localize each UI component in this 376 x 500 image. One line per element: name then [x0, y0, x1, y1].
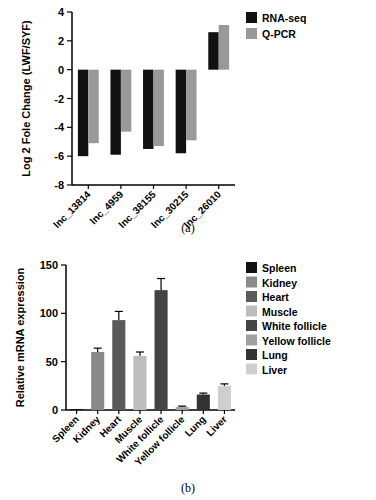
error-stem — [160, 279, 161, 291]
y-tick-label: 0 — [52, 404, 58, 416]
x-tick — [118, 410, 119, 414]
error-cap — [220, 383, 228, 384]
x-tick-label: Liver — [204, 414, 229, 439]
legend-label: Yellow follicle — [262, 335, 331, 347]
x-tick — [88, 185, 89, 189]
legend: Spleen Kidney Heart Muscle White follicle Yel… — [246, 262, 331, 376]
legend-label: Muscle — [262, 306, 298, 318]
bar — [154, 70, 164, 146]
bar — [70, 409, 83, 410]
legend: RNA-seq Q-PCR — [246, 12, 306, 40]
legend-label: White follicle — [262, 320, 327, 332]
legend-swatch — [246, 335, 257, 346]
x-tick — [186, 185, 187, 189]
y-axis-label: Relative mRNA expression — [14, 267, 26, 407]
chart-panel: 0 50 100 150 Relative mRNA expression Spleen K… — [14, 259, 331, 495]
bar — [219, 25, 229, 70]
error-stem — [118, 311, 119, 320]
error-bar — [157, 279, 165, 291]
y-tick-label: 4 — [58, 6, 65, 18]
panel-title: (b) — [181, 481, 195, 495]
bar — [88, 70, 98, 144]
x-tick-label: lnc_13814 — [51, 188, 93, 230]
y-tick-label: -4 — [54, 121, 65, 133]
error-cap — [115, 311, 123, 312]
legend-swatch — [246, 277, 257, 288]
bars — [78, 25, 229, 156]
bars — [70, 279, 231, 410]
bar — [186, 70, 196, 141]
x-tick-label: Kidney — [71, 413, 103, 445]
x-tick — [182, 410, 183, 414]
y-tick-label: 2 — [58, 35, 64, 47]
bar — [208, 32, 218, 69]
error-bar — [136, 352, 144, 356]
legend-swatch — [246, 306, 257, 317]
error-bar — [178, 406, 186, 408]
x-tick — [139, 410, 140, 414]
error-bar — [94, 348, 102, 352]
bar — [176, 70, 186, 154]
legend-swatch — [246, 364, 257, 375]
legend-swatch — [246, 28, 257, 39]
figure: -8 -6 -4 -2 0 2 4 Log 2 Fole Change (LWF/SYF) ln… — [0, 0, 376, 500]
error-cap — [157, 278, 165, 279]
y-axis — [71, 12, 73, 185]
error-cap — [199, 392, 207, 393]
x-tick — [97, 410, 98, 414]
legend-label: Liver — [262, 364, 287, 376]
x-tick — [224, 410, 225, 414]
x-tick — [153, 185, 154, 189]
y-tick-label: 100 — [40, 307, 58, 319]
legend-swatch — [246, 262, 257, 273]
y-tick-label: -8 — [54, 179, 64, 191]
bar — [155, 290, 168, 410]
x-tick — [203, 410, 204, 414]
x-tick-label: Lung — [183, 414, 208, 439]
y-axis-label: Log 2 Fole Change (LWF/SYF) — [20, 20, 32, 177]
bar — [133, 356, 146, 410]
x-tick-label: Yellow follicle — [132, 413, 186, 467]
y-tick-label: 0 — [58, 64, 64, 76]
legend-label: Kidney — [262, 277, 297, 289]
error-cap — [178, 406, 186, 407]
bar — [218, 386, 231, 410]
error-cap — [94, 348, 102, 349]
error-bar — [199, 393, 207, 394]
bar — [121, 70, 131, 132]
legend-swatch — [246, 349, 257, 360]
bar — [112, 320, 125, 410]
legend-label: Lung — [262, 349, 288, 361]
x-tick — [160, 410, 161, 414]
figure-root: -8 -6 -4 -2 0 2 4 Log 2 Fole Change (LWF/SYF) ln… — [0, 0, 376, 500]
bar — [143, 70, 153, 149]
y-tick-label: -6 — [54, 150, 64, 162]
legend-swatch — [246, 291, 257, 302]
bar — [197, 395, 210, 410]
y-tick-label: 50 — [46, 356, 58, 368]
legend-swatch — [246, 12, 257, 23]
x-tick — [218, 185, 219, 189]
legend-swatch — [246, 320, 257, 331]
bar — [91, 352, 104, 410]
panel-title: (a) — [181, 221, 194, 235]
y-tick-label: -2 — [54, 93, 64, 105]
bar — [78, 70, 88, 156]
legend-label: Heart — [262, 291, 289, 303]
y-axis — [65, 265, 67, 410]
x-tick — [120, 185, 121, 189]
bar — [110, 70, 120, 155]
y-tick-label: 150 — [40, 259, 58, 271]
bar — [176, 407, 189, 410]
error-cap — [136, 351, 144, 352]
x-tick — [76, 410, 77, 414]
error-bar — [115, 311, 123, 320]
legend-label: RNA-seq — [262, 12, 306, 24]
error-bar — [220, 384, 228, 386]
legend-label: Spleen — [262, 262, 296, 274]
chart-panel: -8 -6 -4 -2 0 2 4 Log 2 Fole Change (LWF/SYF) ln… — [20, 6, 306, 235]
legend-label: Q-PCR — [262, 28, 296, 40]
